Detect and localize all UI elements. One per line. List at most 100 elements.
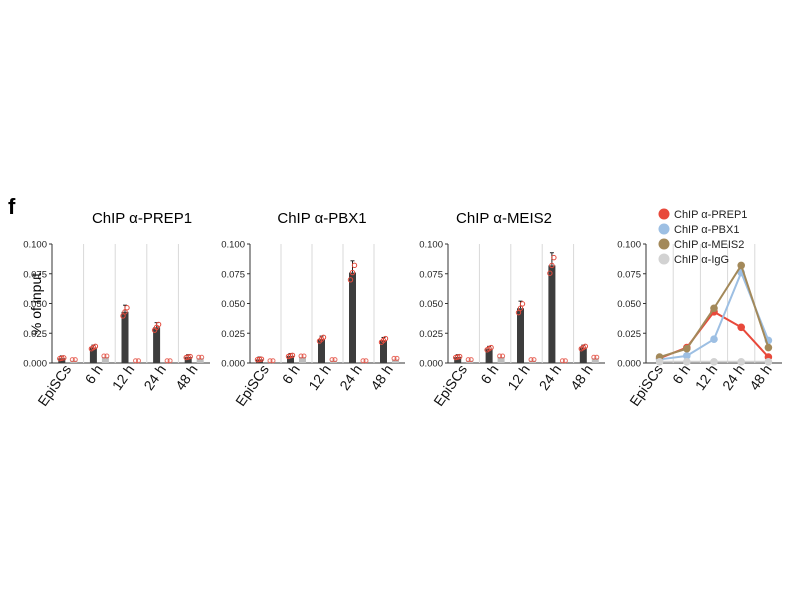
replicate-point [500,353,506,359]
bar [153,327,161,363]
legend-dot-prep1 [658,208,670,220]
legend-dot-meis2 [658,238,670,250]
bar [485,348,493,363]
series-point [683,352,691,360]
replicate-point [124,305,130,311]
replicate-point [167,358,173,364]
replicate-point [351,262,358,269]
bar [330,360,337,363]
y-tick-label: 0.050 [23,299,47,310]
replicate-point [122,309,128,315]
bar [466,360,474,363]
y-tick-label: 0.000 [23,359,47,370]
series-point [764,358,773,366]
series-point [737,358,745,366]
series-point [737,323,745,332]
bar [101,357,109,363]
y-tick-label: 0.050 [221,299,245,310]
legend-item-pbx1: ChIP α-PBX1 [658,223,739,236]
series-line [659,269,770,361]
y-tick-label: 0.075 [419,269,443,280]
replicate-point [382,335,389,342]
replicate-point [349,269,356,276]
replicate-point [332,357,338,363]
replicate-point [101,353,107,359]
series-point [710,304,718,313]
y-tick-label: 0.050 [419,299,443,310]
replicate-point [133,358,138,364]
replicate-point [320,334,327,340]
bar [517,308,524,363]
legend-item-meis2: ChIP α-MEIS2 [658,238,744,251]
bar [318,339,325,363]
replicate-point [199,354,205,360]
x-tick-label: 48 h [367,362,396,393]
y-tick-label: 0.050 [617,299,641,310]
y-tick-label: 0.100 [617,240,641,251]
y-tick-label: 0.025 [221,329,245,340]
y-axis-label: % of input [28,273,44,335]
replicate-point [457,353,463,360]
y-tick-label: 0.000 [221,359,245,370]
bar [529,360,536,363]
legend-dot-pbx1 [658,223,670,235]
replicate-point [256,356,263,363]
y-tick-label: 0.075 [617,269,641,280]
panel-letter: f [8,194,16,219]
replicate-point [465,357,471,363]
panel-title-prep1: ChIP α-PREP1 [92,210,192,227]
panel-title-meis2: ChIP α-MEIS2 [456,210,552,227]
replicate-point [72,357,78,363]
x-tick-label: 48 h [746,362,775,393]
y-tick-label: 0.000 [617,359,641,370]
y-tick-label: 0.075 [23,269,47,280]
x-tick-label: 48 h [567,362,596,393]
replicate-point [549,262,555,269]
x-tick-label: 12 h [305,362,334,393]
replicate-point [120,313,126,319]
replicate-point [301,353,307,359]
replicate-point [488,344,494,351]
series-point [710,335,718,344]
bar [287,355,294,363]
series-point [655,358,664,366]
x-tick-label: 48 h [172,362,201,393]
y-tick-label: 0.100 [221,240,245,251]
replicate-point [519,301,526,307]
bar [454,357,462,363]
replicate-point [347,277,354,283]
legend-label-prep1: ChIP α-PREP1 [674,209,747,221]
legend-label-meis2: ChIP α-MEIS2 [674,239,744,251]
replicate-point [468,357,474,363]
replicate-point [59,355,65,361]
replicate-point [69,357,75,363]
replicate-point [164,358,170,364]
replicate-point [61,355,67,361]
bar [299,357,306,363]
legend-item-igg: ChIP α-IgG [658,253,729,266]
legend: ChIP α-PREP1 ChIP α-PBX1 ChIP α-MEIS2 Ch… [658,208,747,266]
y-tick-label: 0.100 [23,240,47,251]
replicate-point [298,353,304,359]
bar [196,358,204,363]
legend-label-igg: ChIP α-IgG [674,254,729,266]
series-point [737,261,745,270]
bar [89,347,97,363]
replicate-point [270,358,276,364]
y-tick-label: 0.025 [419,329,443,340]
x-tick-label: 12 h [504,362,533,393]
y-tick-label: 0.025 [23,329,47,340]
replicate-point [551,254,557,261]
bar [380,340,387,363]
y-tick-label: 0.025 [617,329,641,340]
series-point [683,344,691,353]
replicate-point [562,358,568,364]
x-tick-label: 6 h [279,362,303,387]
x-tick-label: 6 h [669,362,693,387]
x-tick-label: 6 h [82,362,106,387]
replicate-point [187,353,193,360]
